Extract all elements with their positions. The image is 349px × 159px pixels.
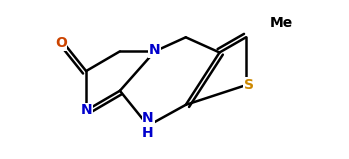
Text: S: S [244,78,254,92]
Text: N: N [149,43,161,57]
Text: N: N [142,111,154,125]
Text: O: O [55,36,67,50]
Text: Me: Me [270,16,294,30]
Text: H: H [142,126,154,140]
Text: N: N [80,104,92,118]
